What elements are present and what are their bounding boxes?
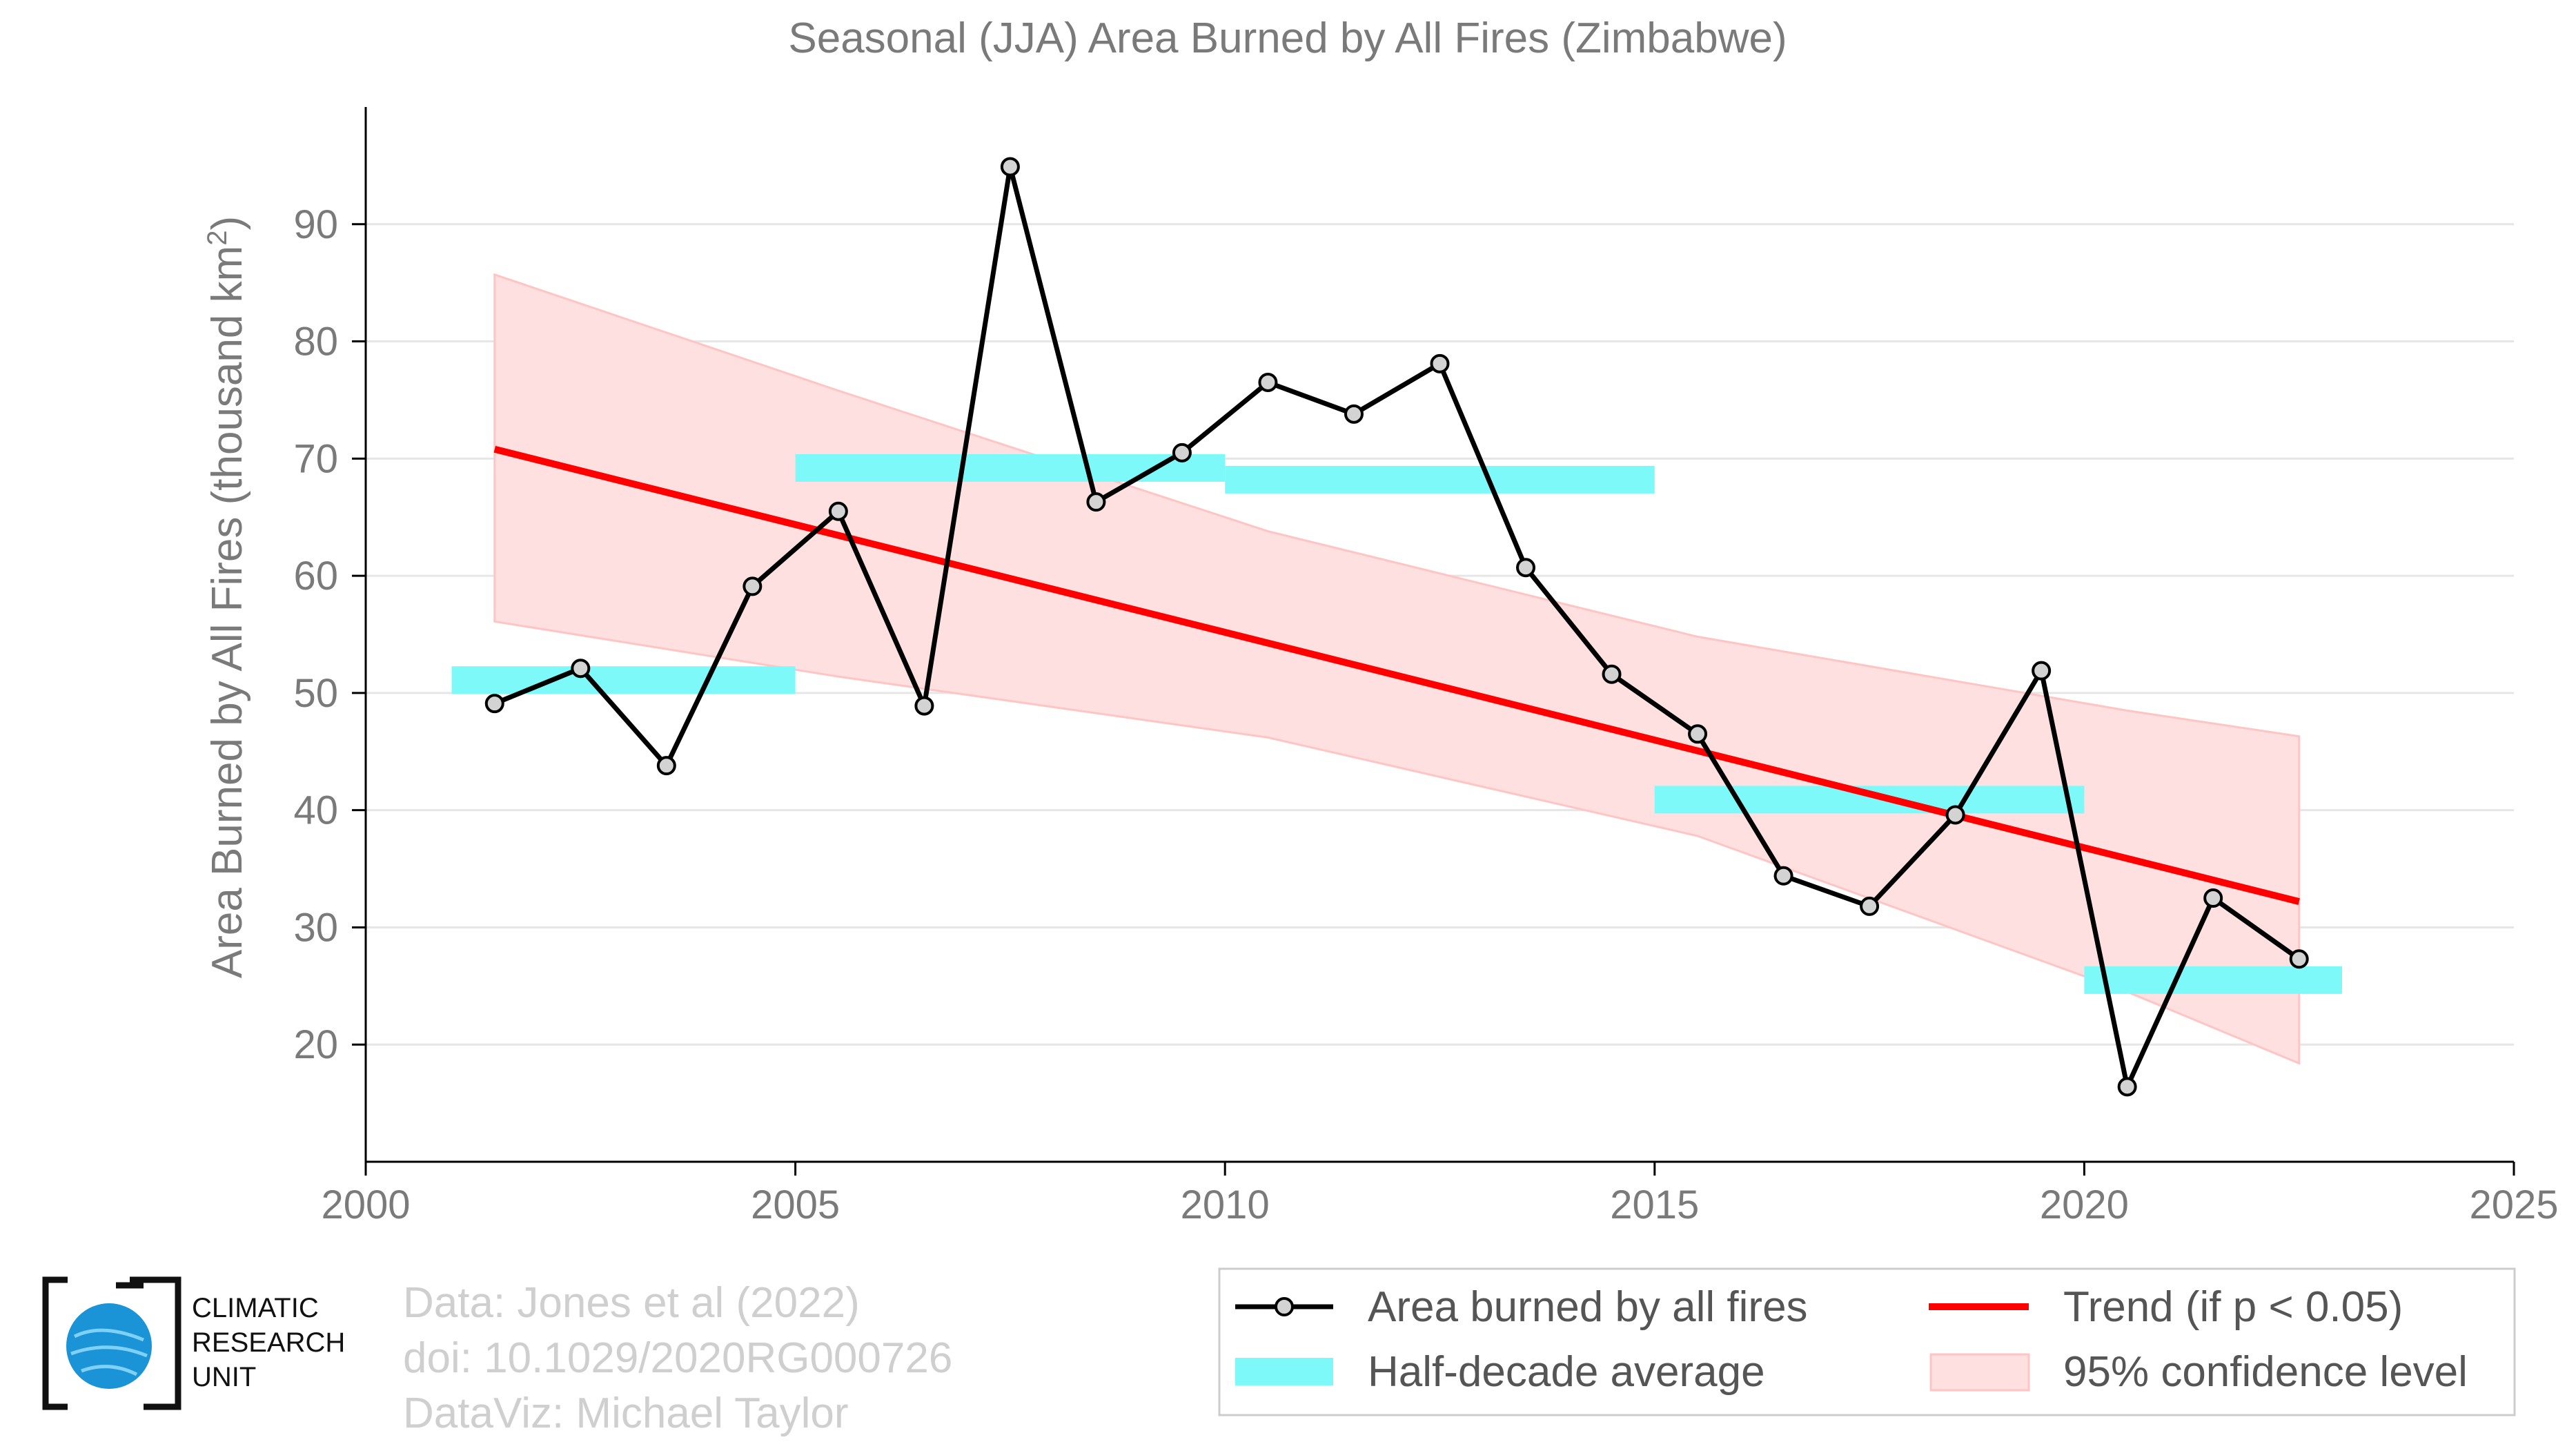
data-point-15 [1773, 866, 1793, 886]
data-point-7 [1086, 492, 1106, 512]
x-tick-label-2005: 2005 [751, 1182, 840, 1227]
legend-half-decade-swatch [1235, 1358, 1333, 1385]
legend-item-half-decade: Half-decade average [1235, 1348, 1765, 1396]
data-point-18 [2032, 661, 2052, 681]
half-decade-bar-2 [1225, 465, 1655, 494]
legend-item-series: Area burned by all fires [1235, 1283, 1808, 1331]
data-point-8 [1172, 442, 1192, 462]
half-decade-bar-4 [2084, 966, 2342, 994]
legend-series-label: Area burned by all fires [1368, 1283, 1808, 1331]
y-tick-label-70: 70 [293, 436, 338, 481]
y-tick-label-20: 20 [293, 1022, 338, 1067]
data-point-21 [2289, 949, 2309, 969]
credit-doi: doi: 10.1029/2020RG000726 [403, 1334, 953, 1382]
legend-item-confidence: 95% confidence level [1929, 1348, 2468, 1396]
credit-dataviz: DataViz: Michael Taylor [403, 1390, 849, 1437]
half-decade-bar-1 [795, 454, 1226, 482]
credit-data-source: Data: Jones et al (2022) [403, 1279, 860, 1327]
y-tick-label-80: 80 [293, 320, 338, 364]
half-decade-bar-3 [1654, 786, 2085, 814]
data-point-4 [828, 501, 848, 521]
legend-confidence-swatch [1929, 1353, 2030, 1392]
y-tick-label-30: 30 [293, 905, 338, 950]
cru-logo-line-2: RESEARCH [192, 1327, 346, 1358]
data-series [484, 157, 2309, 1097]
y-axis-label-close: ) [204, 216, 251, 231]
x-ticks: 2000 2005 2010 2015 2020 2025 [321, 1162, 2559, 1227]
y-tick-label-40: 40 [293, 788, 338, 833]
data-point-1 [571, 659, 591, 679]
data-point-6 [1000, 157, 1020, 177]
x-tick-label-2025: 2025 [2469, 1182, 2558, 1227]
legend-frame [1218, 1267, 2516, 1416]
chart-title: Seasonal (JJA) Area Burned by All Fires … [788, 14, 1787, 62]
x-tick-label-2015: 2015 [1610, 1182, 1699, 1227]
y-tick-label-50: 50 [293, 671, 338, 716]
y-tick-label-90: 90 [293, 202, 338, 247]
legend-series-marker [1275, 1297, 1294, 1316]
data-point-17 [1945, 805, 1965, 825]
data-point-19 [2117, 1077, 2137, 1097]
data-point-10 [1344, 404, 1364, 424]
credits: Data: Jones et al (2022) doi: 10.1029/20… [403, 1276, 952, 1441]
cru-logo-text: CLIMATIC RESEARCH UNIT [192, 1291, 345, 1394]
data-point-11 [1430, 353, 1450, 373]
data-point-9 [1258, 372, 1278, 392]
data-point-0 [484, 694, 504, 714]
cru-logo: CLIMATIC RESEARCH UNIT [40, 1274, 371, 1412]
cru-logo-line-1: CLIMATIC [192, 1293, 319, 1323]
legend-item-trend: Trend (if p < 0.05) [1929, 1283, 2403, 1331]
half-decade-bars [451, 454, 2342, 994]
series-line-0 [493, 164, 2301, 1089]
x-tick-label-2020: 2020 [2040, 1182, 2129, 1227]
x-tick-label-2000: 2000 [321, 1182, 410, 1227]
cru-logo-line-3: UNIT [192, 1362, 257, 1392]
y-ticks: 20 30 40 50 60 70 80 90 [293, 202, 366, 1067]
data-point-16 [1860, 896, 1880, 916]
half-decade-bar-0 [451, 666, 796, 694]
legend-confidence-label: 95% confidence level [2063, 1348, 2468, 1396]
legend-half-decade-label: Half-decade average [1368, 1348, 1765, 1396]
y-axis-label-superscript: 2 [202, 231, 233, 246]
legend: Area burned by all fires Trend (if p < 0… [1218, 1267, 2516, 1416]
trend-line [493, 445, 2300, 905]
x-tick-label-2010: 2010 [1181, 1182, 1270, 1227]
data-point-12 [1516, 558, 1536, 578]
data-point-5 [914, 696, 934, 716]
legend-trend-label: Trend (if p < 0.05) [2063, 1283, 2403, 1331]
y-axis-label: Area Burned by All Fires (thousand km2) [202, 216, 251, 978]
cru-logo-mark [42, 1276, 181, 1410]
y-tick-label-60: 60 [293, 554, 338, 598]
trend-line-segment [493, 445, 2300, 905]
axes [364, 107, 2514, 1163]
y-axis-label-main: Area Burned by All Fires (thousand km [204, 246, 251, 978]
data-point-2 [656, 756, 676, 776]
data-point-14 [1688, 724, 1708, 744]
data-point-20 [2203, 888, 2223, 908]
data-point-13 [1602, 664, 1622, 684]
data-point-3 [743, 576, 763, 596]
